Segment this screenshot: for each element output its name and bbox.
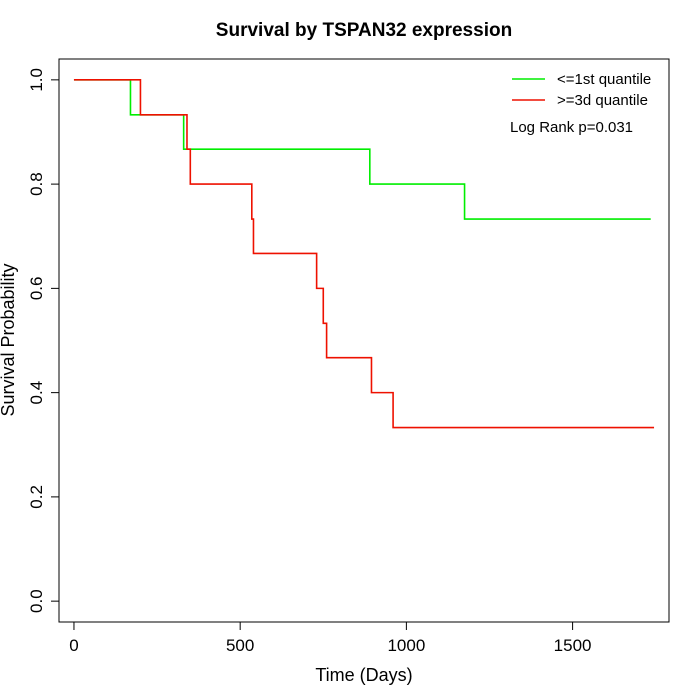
plot-frame xyxy=(58,58,670,623)
y-axis: 0.0 0.2 0.4 0.6 0.8 1.0 xyxy=(27,68,60,613)
y-tick-label: 1.0 xyxy=(27,68,46,92)
series-line-1 xyxy=(73,79,655,429)
series-layer xyxy=(73,79,655,429)
y-tick-label: 0.6 xyxy=(27,277,46,301)
log-rank-annotation: Log Rank p=0.031 xyxy=(510,119,633,136)
x-tick-label: 0 xyxy=(69,636,78,655)
x-tick-label: 500 xyxy=(226,636,254,655)
x-axis: 0 500 1000 1500 xyxy=(69,621,592,655)
series-line-0 xyxy=(73,79,651,220)
y-tick-label: 0.2 xyxy=(27,485,46,509)
x-axis-label: Time (Days) xyxy=(315,665,412,685)
legend-label: >=3d quantile xyxy=(557,92,648,109)
y-tick-label: 0.0 xyxy=(27,589,46,613)
y-tick-label: 0.4 xyxy=(27,381,46,405)
chart-title: Survival by TSPAN32 expression xyxy=(216,20,512,41)
y-axis-label: Survival Probability xyxy=(0,263,18,416)
x-tick-label: 1000 xyxy=(387,636,425,655)
legend-label: <=1st quantile xyxy=(557,71,651,88)
x-tick-label: 1500 xyxy=(554,636,592,655)
y-tick-label: 0.8 xyxy=(27,172,46,196)
legend: <=1st quantile >=3d quantile xyxy=(512,71,651,109)
